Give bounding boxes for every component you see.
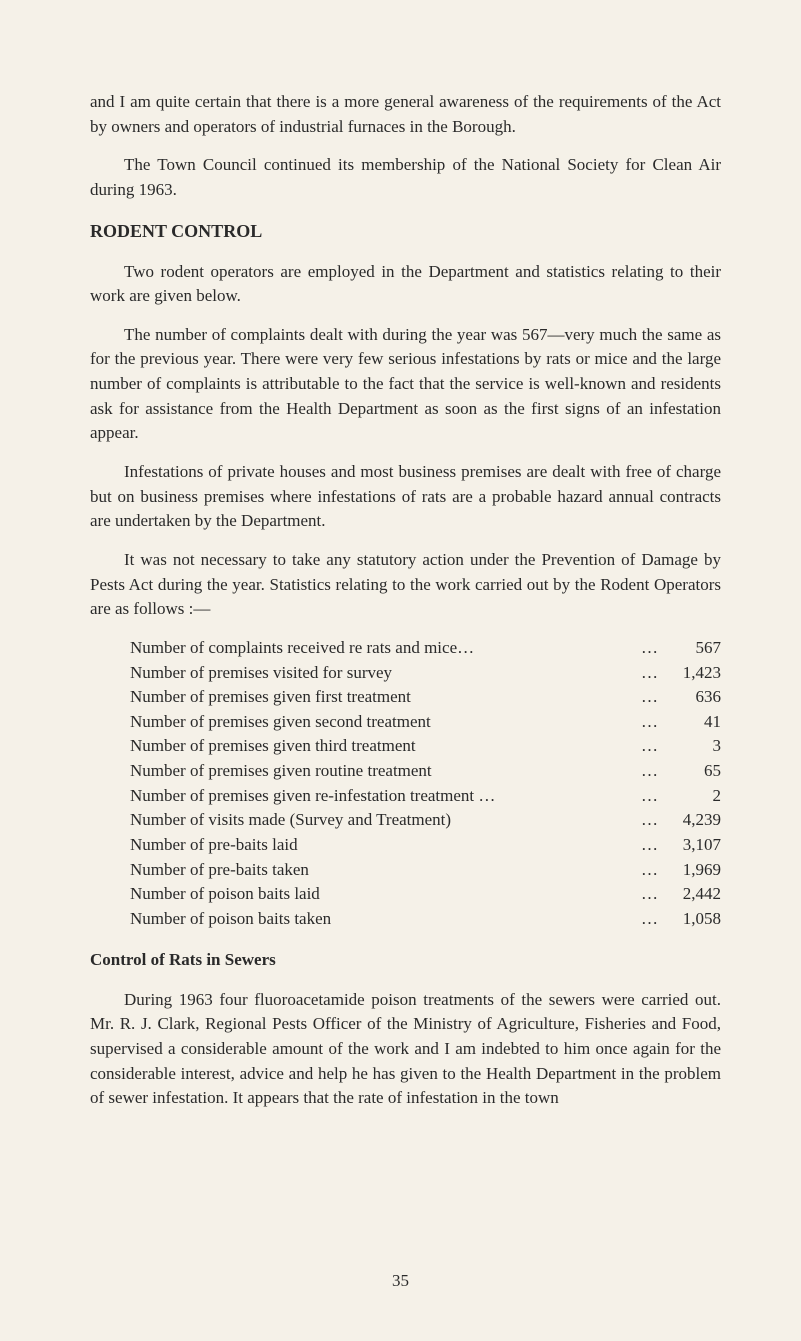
paragraph-7: During 1963 four fluoroacetamide poison … <box>90 988 721 1111</box>
stat-label: Number of premises given first treatment <box>130 685 635 710</box>
stat-label: Number of pre-baits taken <box>130 858 635 883</box>
stat-row: Number of poison baits laid…2,442 <box>130 882 721 907</box>
stat-row: Number of premises given first treatment… <box>130 685 721 710</box>
stat-label: Number of poison baits taken <box>130 907 635 932</box>
stat-value: 636 <box>666 685 721 710</box>
stat-row: Number of premises given second treatmen… <box>130 710 721 735</box>
stat-dots: … <box>635 907 666 932</box>
stat-dots: … <box>635 759 666 784</box>
stat-value: 1,969 <box>666 858 721 883</box>
heading-rodent-control: RODENT CONTROL <box>90 221 721 242</box>
stat-value: 3 <box>666 734 721 759</box>
stat-value: 2,442 <box>666 882 721 907</box>
stat-label: Number of premises given routine treatme… <box>130 759 635 784</box>
stat-label: Number of visits made (Survey and Treatm… <box>130 808 635 833</box>
stat-dots: … <box>635 808 666 833</box>
stat-value: 1,423 <box>666 661 721 686</box>
stat-row: Number of pre-baits laid…3,107 <box>130 833 721 858</box>
stat-dots: … <box>635 833 666 858</box>
stat-row: Number of premises given re-infestation … <box>130 784 721 809</box>
stat-dots: … <box>635 710 666 735</box>
stat-label: Number of pre-baits laid <box>130 833 635 858</box>
heading-control-rats-sewers: Control of Rats in Sewers <box>90 950 721 970</box>
stat-dots: … <box>635 636 666 661</box>
stat-dots: … <box>635 734 666 759</box>
page-number: 35 <box>0 1271 801 1291</box>
stat-row: Number of visits made (Survey and Treatm… <box>130 808 721 833</box>
stat-dots: … <box>635 685 666 710</box>
stat-label: Number of premises visited for survey <box>130 661 635 686</box>
stat-row: Number of pre-baits taken…1,969 <box>130 858 721 883</box>
stat-dots: … <box>635 784 666 809</box>
stat-value: 2 <box>666 784 721 809</box>
stat-label: Number of poison baits laid <box>130 882 635 907</box>
paragraph-4: The number of complaints dealt with duri… <box>90 323 721 446</box>
stat-value: 4,239 <box>666 808 721 833</box>
statistics-list: Number of complaints received re rats an… <box>130 636 721 932</box>
stat-row: Number of poison baits taken…1,058 <box>130 907 721 932</box>
stat-row: Number of complaints received re rats an… <box>130 636 721 661</box>
stat-dots: … <box>635 661 666 686</box>
stat-row: Number of premises given routine treatme… <box>130 759 721 784</box>
stat-value: 567 <box>666 636 721 661</box>
stat-label: Number of premises given third treatment <box>130 734 635 759</box>
stat-value: 41 <box>666 710 721 735</box>
stat-value: 65 <box>666 759 721 784</box>
stat-label: Number of premises given second treatmen… <box>130 710 635 735</box>
paragraph-3: Two rodent operators are employed in the… <box>90 260 721 309</box>
stat-row: Number of premises given third treatment… <box>130 734 721 759</box>
stat-label: Number of complaints received re rats an… <box>130 636 635 661</box>
paragraph-6: It was not necessary to take any statuto… <box>90 548 721 622</box>
stat-value: 3,107 <box>666 833 721 858</box>
stat-row: Number of premises visited for survey…1,… <box>130 661 721 686</box>
paragraph-2: The Town Council continued its membershi… <box>90 153 721 202</box>
paragraph-5: Infestations of private houses and most … <box>90 460 721 534</box>
stat-dots: … <box>635 882 666 907</box>
stat-value: 1,058 <box>666 907 721 932</box>
stat-dots: … <box>635 858 666 883</box>
paragraph-1: and I am quite certain that there is a m… <box>90 90 721 139</box>
stat-label: Number of premises given re-infestation … <box>130 784 635 809</box>
